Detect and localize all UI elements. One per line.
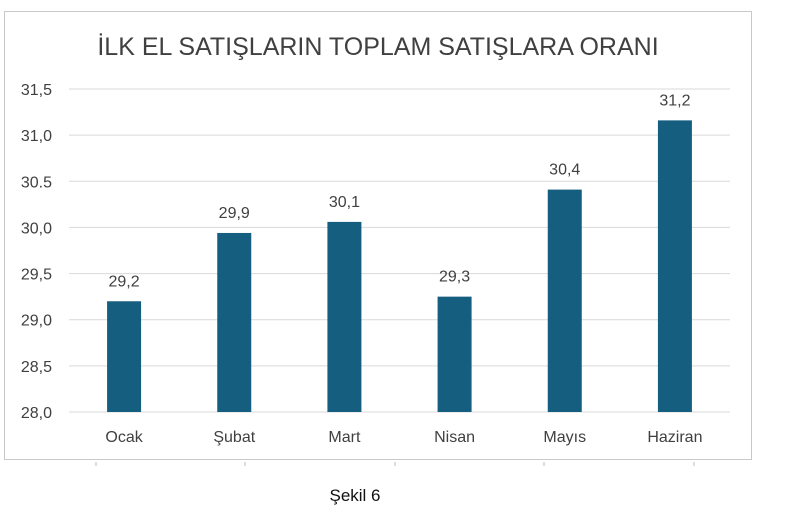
bar [547,189,582,412]
x-tick-label: Haziran [647,429,702,446]
y-tick-label: 31,0 [21,128,52,145]
y-tick-label: 31,5 [21,82,52,99]
y-tick-label: 28,5 [21,359,52,376]
data-label: 30,1 [329,194,360,211]
x-axis-tick-labels: Ocak Şubat Mart Nisan Mayıs Haziran [105,429,702,446]
x-tick-label: Şubat [213,429,255,446]
x-tick-label: Nisan [434,429,475,446]
bar-chart: İLK EL SATIŞLARIN TOPLAM SATIŞLARA ORANI… [21,32,730,466]
bar [657,120,692,413]
data-label: 30,4 [549,162,580,179]
y-tick-label: 28,0 [21,405,52,422]
x-tick-label: Mart [328,429,361,446]
outer-tick-marks [95,462,695,466]
y-tick-label: 30.5 [21,174,52,191]
y-tick-label: 29,0 [21,313,52,330]
data-label: 31,2 [659,92,690,109]
bar [437,296,472,412]
data-label: 29,2 [109,273,140,290]
data-label: 29,3 [439,269,470,286]
bar [327,221,362,412]
y-tick-label: 29,5 [21,267,52,284]
gridlines [69,88,730,413]
figure-caption: Şekil 6 [329,486,381,505]
x-tick-label: Ocak [105,429,143,446]
data-labels: 29,2 29,9 30,1 29,3 30,4 31,2 [109,92,691,290]
x-tick-label: Mayıs [543,429,586,446]
chart-title: İLK EL SATIŞLARIN TOPLAM SATIŞLARA ORANI [97,32,658,61]
data-label: 29,9 [219,205,250,222]
bar [107,301,142,412]
bars [107,120,692,413]
bar [217,232,252,412]
y-axis-tick-labels: 28,0 28,5 29,0 29,5 30,0 30.5 31,0 31,5 [21,82,52,422]
y-tick-label: 30,0 [21,220,52,237]
